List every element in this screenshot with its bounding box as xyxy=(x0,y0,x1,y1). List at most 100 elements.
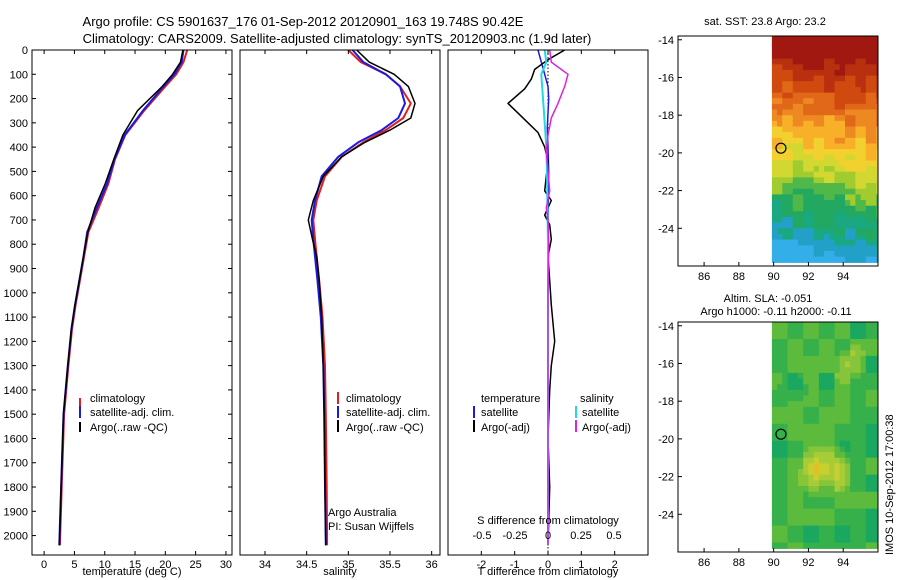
map-cell xyxy=(865,536,872,544)
map-cell xyxy=(808,171,815,178)
map-cell xyxy=(834,395,841,402)
map-cell xyxy=(871,503,877,510)
map-cell xyxy=(777,497,783,504)
map-cell xyxy=(860,355,867,363)
map-cell xyxy=(845,250,851,258)
map-cell xyxy=(871,401,877,408)
map-cell xyxy=(813,188,820,195)
map-cell xyxy=(839,177,846,184)
map-cell xyxy=(860,406,867,414)
annotation-pi: PI: Susan Wijffels xyxy=(328,521,414,533)
map-cell xyxy=(865,183,872,190)
map-cell xyxy=(803,367,809,374)
map-cell xyxy=(787,367,794,374)
map-cell xyxy=(839,322,846,329)
map-cell xyxy=(808,234,815,241)
map-cell xyxy=(818,245,825,252)
map-cell xyxy=(813,132,820,139)
map-cell xyxy=(829,508,836,515)
map-cell xyxy=(803,508,809,515)
map-cell xyxy=(860,542,867,549)
map-cell xyxy=(860,350,867,357)
map-cell xyxy=(871,463,877,470)
map-cell xyxy=(792,154,799,162)
map-cell xyxy=(845,149,851,156)
map-cell xyxy=(808,58,815,65)
map-cell xyxy=(865,69,872,77)
map-cell xyxy=(871,525,877,532)
map-cell xyxy=(845,384,851,391)
map-cell xyxy=(824,177,830,184)
map-cell xyxy=(855,440,862,448)
map-cell xyxy=(818,41,825,48)
map-cell xyxy=(787,469,794,476)
map-cell xyxy=(771,211,778,218)
map-cell xyxy=(824,372,830,380)
map-cell xyxy=(792,469,799,476)
map-cell xyxy=(798,217,804,224)
map-cell xyxy=(850,514,856,521)
map-cell xyxy=(782,463,789,470)
map-cell xyxy=(792,474,799,481)
map-cell xyxy=(871,372,877,380)
map-cell xyxy=(813,503,820,510)
map-cell xyxy=(808,520,815,527)
map-cell xyxy=(803,256,809,263)
map-cell xyxy=(860,520,867,527)
map-cell xyxy=(824,143,830,150)
map-cell xyxy=(808,217,815,224)
map-cell xyxy=(829,469,836,476)
map-cell xyxy=(876,440,878,448)
map-cell xyxy=(813,103,820,111)
map-cell xyxy=(829,327,836,334)
y-tick-label: 1100 xyxy=(4,312,28,324)
map-cell xyxy=(860,250,867,258)
map-cell xyxy=(771,109,778,116)
map-cell xyxy=(813,491,820,498)
map-cell xyxy=(860,200,867,207)
map-cell xyxy=(829,412,836,419)
map-cell xyxy=(798,205,804,212)
y-tick-label: -14 xyxy=(658,35,674,47)
map-cell xyxy=(792,486,799,493)
map-cell xyxy=(855,491,862,498)
map-cell xyxy=(777,361,783,368)
map-cell xyxy=(782,327,789,334)
map-cell xyxy=(792,446,799,453)
map-cell xyxy=(845,474,851,481)
map-cell xyxy=(876,250,878,258)
map-cell xyxy=(845,367,851,374)
map-cell xyxy=(839,531,846,538)
map-cell xyxy=(798,412,804,419)
map-cell xyxy=(824,86,830,94)
map-cell xyxy=(839,115,846,122)
map-cell xyxy=(839,361,846,368)
map-cell xyxy=(771,361,778,368)
map-cell xyxy=(813,350,820,357)
map-cell xyxy=(834,531,841,538)
map-cell xyxy=(771,69,778,77)
map-cell xyxy=(824,160,830,167)
map-cell xyxy=(787,327,794,334)
map-cell xyxy=(813,406,820,414)
map-cell xyxy=(792,120,799,128)
map-cell xyxy=(803,160,809,167)
map-cell xyxy=(777,228,783,235)
map-cell xyxy=(850,452,856,459)
map-cell xyxy=(787,92,794,99)
map-cell xyxy=(834,160,841,167)
map-cell xyxy=(834,401,841,408)
map-cell xyxy=(850,149,856,156)
map-cell xyxy=(829,350,836,357)
x2-tick-label: 0.25 xyxy=(570,530,591,542)
map-cell xyxy=(798,520,804,527)
map-cell xyxy=(845,497,851,504)
map-cell xyxy=(787,322,794,329)
map-cell xyxy=(850,115,856,122)
map-cell xyxy=(777,491,783,498)
map-cell xyxy=(860,322,867,329)
map-cell xyxy=(824,333,830,340)
legend-label-argo: Argo(..raw -QC) xyxy=(90,422,168,434)
map-cell xyxy=(777,75,783,82)
map-cell xyxy=(839,327,846,334)
